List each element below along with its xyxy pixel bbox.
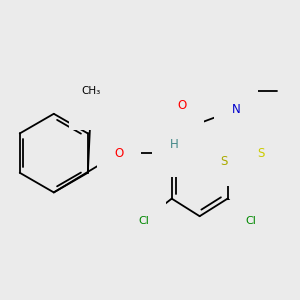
Text: S: S xyxy=(220,155,227,168)
Text: O: O xyxy=(177,99,187,112)
Text: N: N xyxy=(232,103,240,116)
Text: Cl: Cl xyxy=(245,216,256,226)
Text: H: H xyxy=(169,138,178,151)
Text: O: O xyxy=(86,99,96,112)
Text: O: O xyxy=(176,147,186,160)
Text: S: S xyxy=(257,147,264,160)
Text: O: O xyxy=(114,147,124,160)
Text: Cl: Cl xyxy=(138,216,149,226)
Text: CH₃: CH₃ xyxy=(81,86,101,96)
